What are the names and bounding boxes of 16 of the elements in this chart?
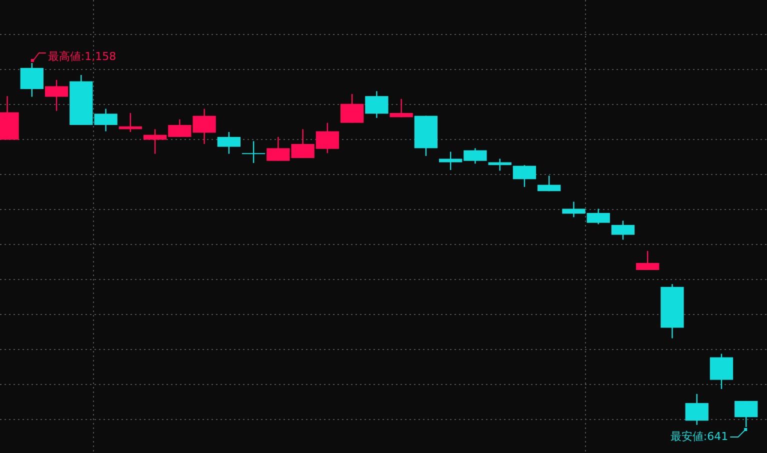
candlestick [390, 98, 413, 118]
candlestick [20, 62, 44, 98]
candlestick [242, 140, 266, 164]
candlestick [734, 400, 758, 428]
candlestick [636, 250, 660, 271]
candlestick [685, 393, 708, 426]
candlestick [217, 131, 241, 154]
candlestick [710, 353, 734, 390]
annotation: 最高値:1,158 [48, 50, 116, 64]
candlestick [512, 164, 536, 188]
candlestick [340, 93, 364, 124]
candlestick [538, 175, 561, 192]
candlestick [611, 220, 635, 240]
text: 最安値:641 [670, 430, 728, 444]
candlestick [365, 90, 388, 119]
candlestick [44, 79, 68, 112]
